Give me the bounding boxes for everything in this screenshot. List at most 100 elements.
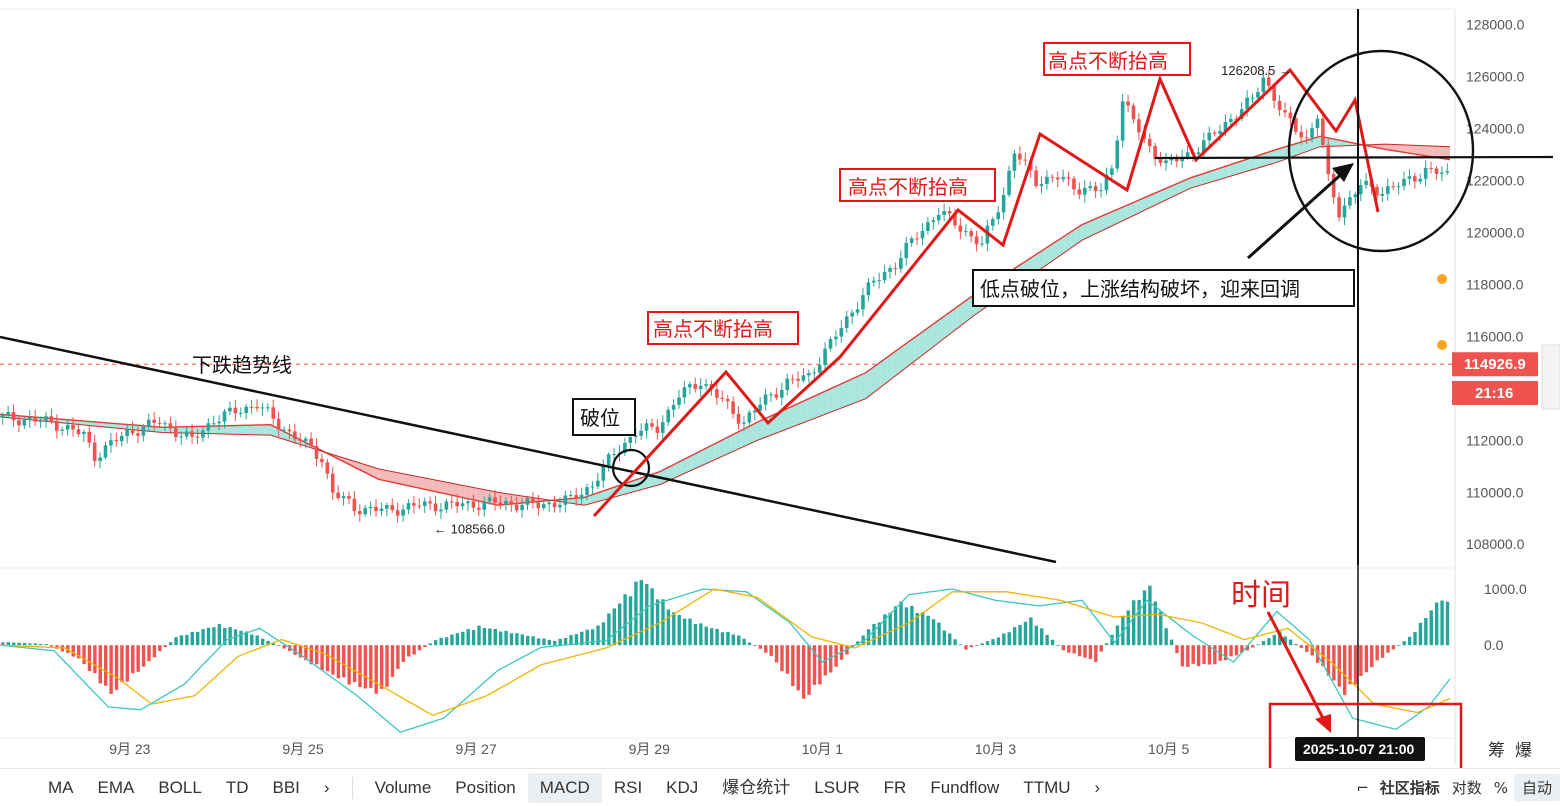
subchart-tab-9[interactable]: TTMU bbox=[1023, 777, 1071, 797]
subchart-tab-3[interactable]: RSI bbox=[613, 777, 643, 797]
candle-body bbox=[466, 501, 470, 504]
candle-body bbox=[882, 271, 887, 281]
ema-fill-segment bbox=[232, 425, 239, 435]
candle-body bbox=[1413, 176, 1417, 182]
subchart-tab-5[interactable]: 爆仓统计 bbox=[722, 777, 791, 797]
ema-fill-segment bbox=[1293, 142, 1299, 157]
indicator-tab-ma[interactable]: MA bbox=[48, 777, 74, 797]
macd-bar bbox=[780, 645, 784, 672]
candle-body bbox=[1007, 170, 1011, 195]
percent-scale-toggle[interactable]: % bbox=[1493, 778, 1508, 797]
ema-fill-segment bbox=[97, 422, 103, 427]
subchart-tab-8[interactable]: Fundflow bbox=[930, 777, 1000, 797]
higher-highs-box-1 bbox=[647, 311, 799, 345]
subchart-tab-2[interactable]: MACD bbox=[527, 772, 602, 803]
macd-bar bbox=[76, 645, 81, 659]
macd-bar bbox=[774, 645, 779, 663]
candle-body bbox=[1174, 158, 1179, 162]
indicator-tab-td[interactable]: TD bbox=[225, 777, 249, 797]
macd-bar bbox=[590, 629, 595, 646]
ema-fill-segment bbox=[789, 404, 796, 428]
side-panel-handle[interactable] bbox=[1541, 344, 1560, 410]
ema-fill-segment bbox=[941, 314, 947, 341]
candle-body bbox=[644, 423, 649, 431]
alert-bell-icon[interactable] bbox=[1437, 340, 1447, 350]
candle-body bbox=[1212, 132, 1217, 134]
candle-body bbox=[1277, 100, 1282, 111]
candle-body bbox=[395, 510, 400, 516]
candle-body bbox=[780, 390, 784, 398]
ema-fill-segment bbox=[1109, 210, 1115, 228]
macd-bar bbox=[515, 633, 519, 646]
macd-bar bbox=[385, 645, 389, 687]
macd-bar bbox=[1072, 645, 1076, 654]
macd-bar bbox=[915, 613, 919, 646]
left-more-chevron-icon[interactable]: › bbox=[323, 777, 330, 797]
candle-body bbox=[623, 442, 627, 453]
ema-fill-segment bbox=[681, 457, 688, 475]
indicator-tab-ema[interactable]: EMA bbox=[97, 777, 135, 797]
candle-body bbox=[1326, 144, 1331, 175]
candle-body bbox=[157, 422, 162, 424]
macd-bar bbox=[926, 615, 930, 646]
candle-body bbox=[1115, 140, 1120, 169]
candle-body bbox=[233, 407, 238, 414]
alert-bell-icon[interactable] bbox=[1437, 274, 1447, 284]
macd-bar bbox=[699, 623, 703, 646]
macd-bar bbox=[201, 629, 205, 646]
candle-body bbox=[460, 503, 465, 507]
ema-fill-segment bbox=[795, 402, 801, 426]
chip-distribution-label[interactable]: 筹 bbox=[1488, 741, 1505, 760]
candle-body bbox=[828, 339, 833, 349]
ema-fill-segment bbox=[211, 426, 217, 434]
indicator-tab-bbi[interactable]: BBI bbox=[272, 777, 300, 797]
ema-fill-segment bbox=[1136, 198, 1142, 215]
macd-bar bbox=[1251, 645, 1255, 648]
macd-bar bbox=[1159, 611, 1163, 646]
candle-body bbox=[1353, 194, 1358, 198]
subchart-tab-7[interactable]: FR bbox=[883, 777, 907, 797]
candle-body bbox=[1288, 112, 1293, 119]
candle-body bbox=[493, 497, 497, 503]
macd-bar bbox=[1380, 645, 1385, 658]
indicator-tab-boll[interactable]: BOLL bbox=[158, 777, 202, 797]
subchart-tab-4[interactable]: KDJ bbox=[666, 777, 699, 797]
community-indicator-button[interactable]: ⌐ 社区指标 bbox=[1344, 777, 1445, 798]
right-more-chevron-icon[interactable]: › bbox=[1094, 777, 1101, 797]
macd-bar bbox=[428, 643, 433, 646]
macd-bar bbox=[347, 645, 351, 685]
ema-fill-segment bbox=[1114, 208, 1120, 225]
price-axis[interactable]: 128000.0 126000.0 124000.0 122000.0 120000.0… bbox=[1466, 17, 1525, 553]
log-scale-toggle[interactable]: 对数 bbox=[1451, 779, 1482, 797]
ema-fill-segment bbox=[1433, 146, 1440, 158]
candle-body bbox=[682, 387, 687, 398]
liquidation-label[interactable]: 爆 bbox=[1515, 741, 1532, 760]
ema-fill-segment bbox=[908, 337, 915, 366]
auto-scale-toggle[interactable]: 自动 bbox=[1513, 774, 1560, 801]
candle-body bbox=[1061, 177, 1065, 180]
macd-bar bbox=[655, 599, 660, 646]
macd-bar bbox=[1348, 645, 1352, 685]
candle-body bbox=[1180, 157, 1184, 162]
candle-body bbox=[774, 394, 779, 398]
macd-bar bbox=[742, 638, 746, 646]
macd-bar bbox=[423, 645, 427, 647]
macd-bar bbox=[807, 645, 811, 695]
subchart-tab-6[interactable]: LSUR bbox=[814, 777, 860, 797]
ema-fill-segment bbox=[470, 486, 477, 501]
subchart-tab-0[interactable]: Volume bbox=[374, 777, 432, 797]
macd-bar bbox=[828, 645, 833, 673]
macd-bar bbox=[996, 637, 1001, 646]
candle-body bbox=[1229, 118, 1233, 122]
candle-body bbox=[596, 480, 600, 487]
subchart-tab-1[interactable]: Position bbox=[455, 777, 516, 797]
macd-tick-label: 1000.0 bbox=[1484, 581, 1527, 597]
candle-body bbox=[1034, 170, 1038, 187]
ema-fill-segment bbox=[1082, 222, 1088, 241]
candle-body bbox=[222, 411, 227, 422]
macd-bar bbox=[1061, 645, 1066, 651]
candle-body bbox=[899, 258, 903, 269]
macd-bar bbox=[785, 645, 790, 674]
